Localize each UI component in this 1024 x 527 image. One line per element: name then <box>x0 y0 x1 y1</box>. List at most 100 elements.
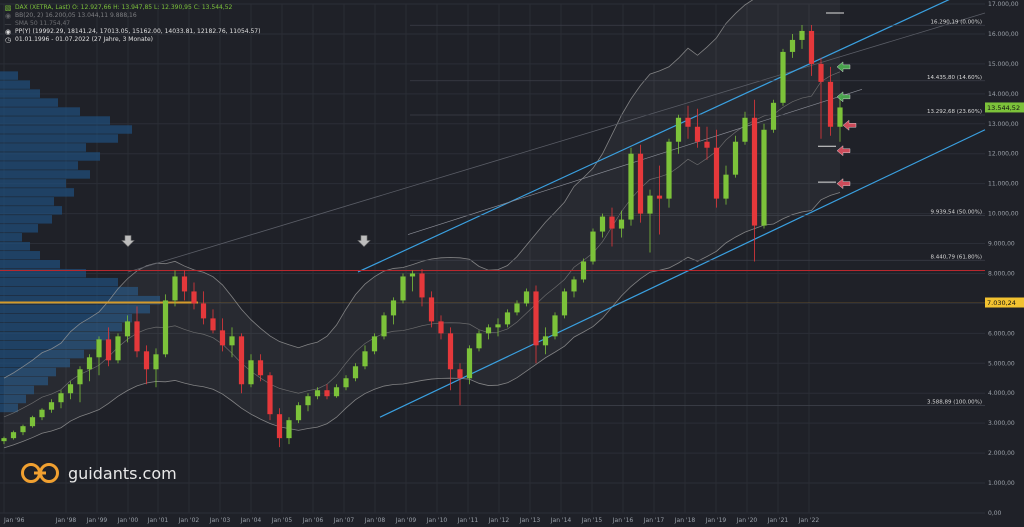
eye-icon[interactable]: ◉ <box>4 12 12 20</box>
candle-body[interactable] <box>143 351 150 370</box>
candle-body[interactable] <box>77 369 83 385</box>
candle-body[interactable] <box>533 291 539 346</box>
candle-body[interactable] <box>238 336 245 385</box>
legend-row-range[interactable]: ◷ 01.01.1996 - 01.07.2022 (27 Jahre, 3 M… <box>4 36 260 44</box>
candle-body[interactable] <box>115 336 121 361</box>
candle-body[interactable] <box>599 216 606 232</box>
candle-body[interactable] <box>552 315 558 337</box>
candle-body[interactable] <box>504 312 511 325</box>
candle-body[interactable] <box>314 390 321 397</box>
candle-body[interactable] <box>191 291 197 304</box>
eye-icon[interactable]: ◉ <box>4 28 12 36</box>
candle-body[interactable] <box>609 216 615 229</box>
legend-row-main[interactable]: ▧ DAX (XETRA, Last) O: 12.927,66 H: 13.9… <box>4 4 260 12</box>
candle-body[interactable] <box>723 174 729 199</box>
chart-icon[interactable]: — <box>4 20 12 28</box>
candle-body[interactable] <box>751 117 758 226</box>
candle-body[interactable] <box>162 300 169 355</box>
candle-body[interactable] <box>561 291 568 316</box>
candle-body[interactable] <box>276 414 283 439</box>
candle-body[interactable] <box>580 261 587 280</box>
candle-body[interactable] <box>371 336 378 352</box>
candle-body[interactable] <box>200 303 207 319</box>
legend-row-bb[interactable]: ◉ BB(20, 2) 16.200,05 13.044,11 9.888,16 <box>4 12 260 20</box>
candle-body[interactable] <box>20 426 26 433</box>
candle-body[interactable] <box>438 321 444 334</box>
candle-body[interactable] <box>153 354 159 370</box>
candle-body[interactable] <box>789 39 796 52</box>
candle-body[interactable] <box>770 102 777 130</box>
candle-body[interactable] <box>10 432 17 439</box>
candle-body[interactable] <box>466 348 473 379</box>
candle-body[interactable] <box>381 315 387 337</box>
candle-body[interactable] <box>86 357 93 370</box>
candle-body[interactable] <box>685 117 691 127</box>
level-badge-box <box>985 297 1024 308</box>
candle-body[interactable] <box>419 273 425 298</box>
candle-body[interactable] <box>694 126 701 142</box>
candle-body[interactable] <box>409 273 416 277</box>
candle-body[interactable] <box>818 63 824 82</box>
candle-body[interactable] <box>428 297 435 322</box>
candle-body[interactable] <box>333 387 340 397</box>
candle-body[interactable] <box>647 195 653 214</box>
candle-body[interactable] <box>618 219 625 229</box>
candle-body[interactable] <box>39 409 45 418</box>
candle-body[interactable] <box>58 393 64 403</box>
candle-body[interactable] <box>362 351 368 367</box>
candle-body[interactable] <box>713 147 720 199</box>
candle-body[interactable] <box>675 117 682 142</box>
candle-body[interactable] <box>210 318 216 331</box>
candle-body[interactable] <box>808 30 815 64</box>
candle-body[interactable] <box>495 324 501 328</box>
candle-body[interactable] <box>305 396 311 406</box>
candle-body[interactable] <box>257 360 264 376</box>
candle-body[interactable] <box>286 420 292 439</box>
candle-body[interactable] <box>761 129 767 226</box>
candle-body[interactable] <box>400 276 406 301</box>
candle-body[interactable] <box>457 369 463 379</box>
candle-body[interactable] <box>523 291 530 304</box>
candle-body[interactable] <box>447 333 454 370</box>
candle-body[interactable] <box>48 402 55 410</box>
candle-body[interactable] <box>827 81 834 127</box>
candle-body[interactable] <box>732 141 739 175</box>
candle-body[interactable] <box>219 330 226 346</box>
candle-body[interactable] <box>105 339 112 361</box>
candle-body[interactable] <box>799 30 805 40</box>
candle-body[interactable] <box>637 153 644 214</box>
candle-body[interactable] <box>181 276 188 292</box>
legend-row-pp[interactable]: ◉ PP(Y) (19992.29, 18141.24, 17013.05, 1… <box>4 28 261 36</box>
candle-body[interactable] <box>352 366 359 379</box>
candle-body[interactable] <box>485 327 492 334</box>
candle-body[interactable] <box>780 51 786 103</box>
candle-body[interactable] <box>1 438 7 442</box>
candle-body[interactable] <box>248 360 254 385</box>
legend-row-sma[interactable]: — SMA 50 11.754,47 <box>4 20 260 28</box>
candle-body[interactable] <box>96 339 102 358</box>
candle-body[interactable] <box>476 333 482 349</box>
candle-body[interactable] <box>656 195 663 199</box>
candle-body[interactable] <box>343 378 349 388</box>
candle-body[interactable] <box>124 321 131 337</box>
candle-body[interactable] <box>67 384 74 394</box>
candle-body[interactable] <box>742 117 748 142</box>
candle-body[interactable] <box>324 390 330 397</box>
candle-body[interactable] <box>704 141 710 148</box>
candle-body[interactable] <box>229 336 235 346</box>
candle-body[interactable] <box>666 141 672 199</box>
red-arrow-icon <box>842 119 857 131</box>
candle-body[interactable] <box>390 300 397 316</box>
candle-body[interactable] <box>571 279 577 292</box>
candle-body[interactable] <box>134 321 140 352</box>
candle-body[interactable] <box>172 276 178 301</box>
candle-body[interactable] <box>29 417 36 427</box>
candle-body[interactable] <box>514 303 520 313</box>
candle-body[interactable] <box>837 107 843 127</box>
candle-body[interactable] <box>590 231 596 262</box>
candle-body[interactable] <box>542 336 549 346</box>
candle-body[interactable] <box>267 375 273 415</box>
candle-body[interactable] <box>628 153 634 220</box>
candle-body[interactable] <box>295 405 302 421</box>
